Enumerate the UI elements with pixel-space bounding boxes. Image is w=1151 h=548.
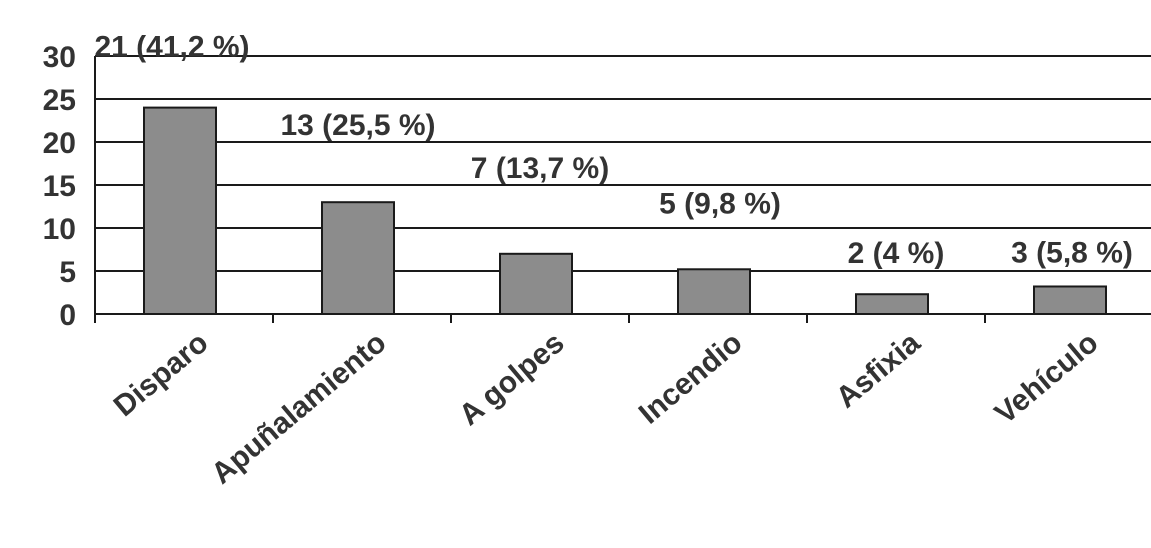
data-label: 13 (25,5 %)	[280, 109, 435, 142]
data-label: 3 (5,8 %)	[1011, 236, 1133, 269]
bar-4	[677, 268, 751, 315]
bar-1	[143, 106, 217, 315]
grid-lines	[95, 55, 1151, 272]
y-tick-label: 10	[43, 213, 76, 246]
data-label: 21 (41,2 %)	[94, 31, 249, 64]
category-label: Asfixia	[830, 326, 927, 415]
bar-5	[855, 293, 929, 316]
data-label: 5 (9,8 %)	[659, 187, 781, 220]
category-label: Incendio	[633, 326, 749, 431]
data-labels: 21 (41,2 %) 13 (25,5 %) 7 (13,7 %) 5 (9,8 %…	[94, 31, 1132, 271]
bar-2	[321, 201, 395, 315]
bar-3	[499, 252, 573, 316]
y-tick-label: 20	[43, 127, 76, 160]
y-tick-labels: 0 5 10 15 20 25 30	[43, 41, 76, 332]
category-label: Disparo	[108, 326, 215, 423]
category-label: Apuñalamiento	[205, 326, 392, 491]
y-tick-label: 15	[43, 170, 76, 203]
data-label: 7 (13,7 %)	[471, 152, 609, 185]
bar-6	[1033, 285, 1107, 316]
category-label: A golpes	[453, 326, 570, 432]
data-label: 2 (4 %)	[848, 237, 945, 270]
y-tick-label: 30	[43, 41, 76, 74]
y-tick-label: 5	[59, 256, 76, 289]
axes	[94, 56, 1151, 323]
bars	[143, 106, 1107, 316]
y-tick-label: 0	[59, 299, 76, 332]
y-tick-label: 25	[43, 84, 76, 117]
category-label: Vehículo	[989, 326, 1105, 431]
